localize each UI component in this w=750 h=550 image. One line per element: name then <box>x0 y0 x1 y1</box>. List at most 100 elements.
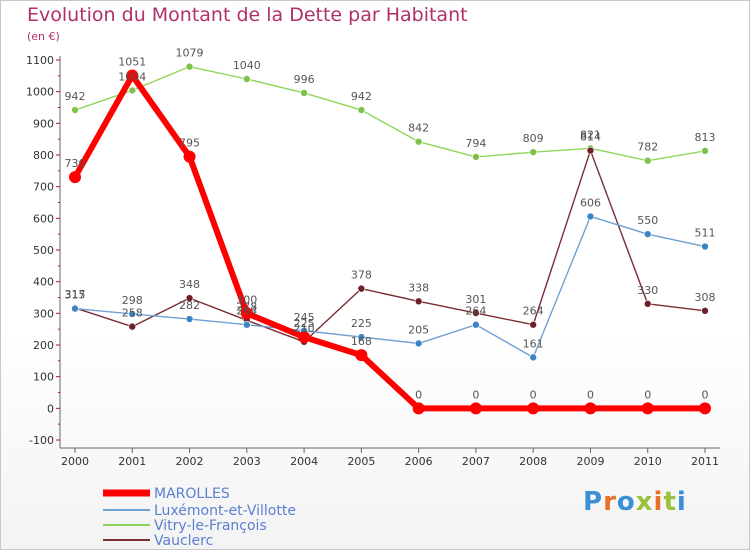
data-point <box>357 106 366 114</box>
data-label: 782 <box>637 141 658 154</box>
data-point <box>71 304 79 313</box>
y-tick-label: 500 <box>33 244 54 257</box>
legend-label: Vauclerc <box>154 533 213 549</box>
series-line-1 <box>74 215 706 359</box>
series-line-3 <box>74 149 706 343</box>
data-point <box>412 402 425 415</box>
y-tick-label: 600 <box>33 212 54 225</box>
y-tick-label: 100 <box>33 371 54 384</box>
logo-letter: o <box>616 487 636 517</box>
data-label: 245 <box>294 311 315 324</box>
logo-letter: i <box>676 487 687 517</box>
series-line-2 <box>74 65 706 162</box>
data-point <box>701 242 709 251</box>
data-label: 1079 <box>176 47 204 60</box>
data-point <box>357 333 366 341</box>
x-tick-label: 2009 <box>576 455 604 468</box>
x-tick-label: 2010 <box>634 455 662 468</box>
y-tick-label: 200 <box>33 339 54 352</box>
x-tick-label: 2000 <box>61 455 89 468</box>
chart-unit-label: (en €) <box>27 30 60 43</box>
data-label: 821 <box>580 128 601 141</box>
logo-letter: i <box>653 487 664 517</box>
y-tick-label: 900 <box>33 117 54 130</box>
data-label: 317 <box>65 288 86 301</box>
data-point <box>472 320 480 329</box>
series-line-0 <box>72 72 708 412</box>
data-label: 730 <box>65 157 86 170</box>
data-point <box>357 284 366 293</box>
data-point <box>185 294 194 302</box>
data-label: 282 <box>179 299 200 312</box>
y-tick-label: -100 <box>29 434 54 447</box>
data-label: 0 <box>472 388 479 401</box>
data-label: 1004 <box>118 70 146 83</box>
data-label: 511 <box>695 227 716 240</box>
data-label: 0 <box>415 388 422 401</box>
data-label: 210 <box>294 322 315 335</box>
data-label: 1051 <box>118 56 146 69</box>
data-label: 1040 <box>233 59 261 72</box>
data-label: 813 <box>695 131 716 144</box>
x-tick-label: 2011 <box>691 455 719 468</box>
data-label: 348 <box>179 278 200 291</box>
data-point <box>701 147 709 155</box>
data-point <box>300 89 308 97</box>
legend-label: MAROLLES <box>154 486 230 502</box>
data-label: 301 <box>465 293 486 306</box>
y-tick-label: 1100 <box>26 54 54 67</box>
logo-letter: r <box>603 487 617 517</box>
data-label: 225 <box>294 317 315 330</box>
data-label: 264 <box>236 305 257 318</box>
data-point <box>414 297 423 306</box>
x-tick-label: 2006 <box>405 455 433 468</box>
logo-letter: P <box>583 487 604 517</box>
legend-label: Vitry-le-François <box>154 518 267 534</box>
data-point <box>243 75 251 83</box>
data-point <box>128 310 137 318</box>
data-label: 330 <box>637 284 658 297</box>
data-label: 996 <box>294 73 315 86</box>
data-label: 795 <box>179 137 200 150</box>
data-point <box>699 402 711 415</box>
data-point <box>641 402 654 415</box>
data-label: 550 <box>637 214 658 227</box>
data-point <box>298 331 311 344</box>
data-point <box>128 86 137 95</box>
data-label: 264 <box>465 305 486 318</box>
data-label: 168 <box>351 335 372 348</box>
data-label: 298 <box>122 294 143 307</box>
x-tick-label: 2004 <box>290 455 318 468</box>
data-label: 308 <box>695 291 716 304</box>
data-label: 161 <box>523 337 544 350</box>
data-label: 794 <box>465 137 486 150</box>
data-point <box>243 320 251 329</box>
data-point <box>355 349 368 362</box>
y-tick-label: 700 <box>33 181 54 194</box>
logo-letter: x <box>635 487 654 517</box>
data-point <box>529 353 537 362</box>
data-point <box>584 402 597 415</box>
data-label: 842 <box>408 122 429 135</box>
data-point <box>71 106 79 114</box>
data-label: 606 <box>580 196 601 209</box>
x-tick-label: 2003 <box>233 455 261 468</box>
y-tick-label: 800 <box>33 149 54 162</box>
data-point <box>414 339 423 348</box>
data-point <box>69 171 81 184</box>
data-label: 0 <box>644 388 651 401</box>
data-point <box>643 230 652 238</box>
data-point <box>643 156 652 165</box>
x-tick-label: 2007 <box>462 455 490 468</box>
data-point <box>469 402 482 415</box>
data-label: 942 <box>65 90 86 103</box>
data-point <box>529 320 537 329</box>
data-point <box>240 307 253 320</box>
data-point <box>414 137 423 146</box>
data-label: 814 <box>580 131 601 144</box>
data-label: 0 <box>530 388 537 401</box>
data-point <box>472 153 480 161</box>
data-label: 315 <box>65 289 86 302</box>
data-label: 258 <box>122 307 143 320</box>
